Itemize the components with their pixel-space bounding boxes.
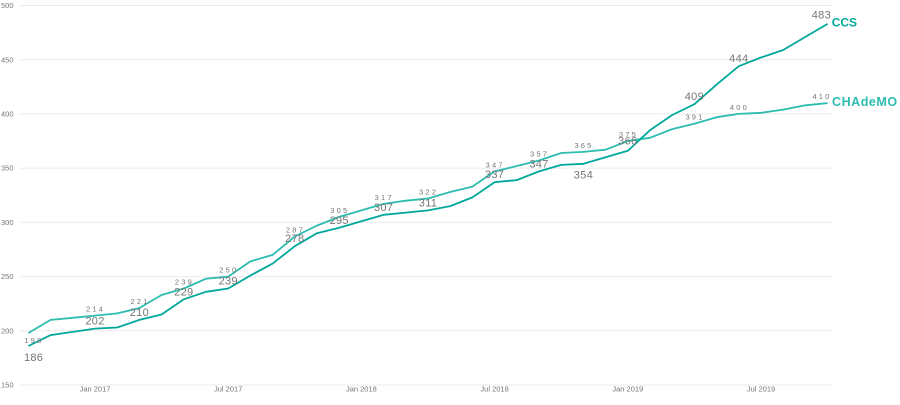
svg-text:444: 444	[729, 53, 748, 65]
svg-text:198: 198	[24, 336, 43, 345]
svg-text:CHAdeMO: CHAdeMO	[832, 95, 898, 109]
svg-text:347: 347	[486, 160, 505, 169]
svg-text:Jul 2019: Jul 2019	[747, 385, 775, 394]
svg-text:317: 317	[375, 193, 394, 202]
svg-text:278: 278	[285, 233, 304, 245]
svg-text:Jan 2018: Jan 2018	[346, 385, 377, 394]
svg-text:410: 410	[812, 92, 831, 101]
svg-text:337: 337	[485, 169, 504, 181]
svg-text:210: 210	[130, 307, 149, 319]
svg-text:409: 409	[685, 91, 704, 103]
svg-text:295: 295	[330, 215, 349, 227]
svg-text:239: 239	[219, 276, 238, 288]
svg-text:450: 450	[1, 55, 14, 64]
svg-text:Jul 2017: Jul 2017	[214, 385, 242, 394]
svg-text:Jan 2019: Jan 2019	[612, 385, 643, 394]
svg-text:221: 221	[130, 297, 149, 306]
svg-text:214: 214	[86, 305, 105, 314]
svg-text:287: 287	[286, 226, 305, 235]
svg-text:239: 239	[175, 278, 194, 287]
svg-text:186: 186	[24, 352, 43, 364]
svg-text:357: 357	[530, 150, 549, 159]
svg-text:375: 375	[619, 130, 638, 139]
svg-text:200: 200	[1, 326, 14, 335]
svg-text:400: 400	[1, 110, 14, 119]
svg-text:322: 322	[419, 188, 438, 197]
svg-text:354: 354	[574, 169, 593, 181]
svg-text:202: 202	[85, 316, 104, 328]
svg-text:250: 250	[1, 272, 14, 281]
svg-text:347: 347	[529, 158, 548, 170]
svg-text:CCS: CCS	[832, 16, 857, 30]
svg-text:366: 366	[618, 136, 637, 148]
svg-text:365: 365	[574, 141, 593, 150]
svg-text:Jan 2017: Jan 2017	[80, 385, 111, 394]
svg-text:400: 400	[730, 103, 749, 112]
svg-text:250: 250	[219, 266, 238, 275]
svg-text:Jul 2018: Jul 2018	[480, 385, 508, 394]
svg-text:483: 483	[812, 9, 831, 21]
svg-text:229: 229	[174, 286, 193, 298]
svg-text:500: 500	[1, 1, 14, 10]
svg-text:311: 311	[419, 197, 437, 209]
svg-text:300: 300	[1, 218, 14, 227]
svg-text:350: 350	[1, 164, 14, 173]
svg-text:150: 150	[1, 381, 14, 390]
svg-text:391: 391	[685, 113, 704, 122]
svg-text:307: 307	[374, 202, 393, 214]
svg-text:305: 305	[330, 206, 349, 215]
